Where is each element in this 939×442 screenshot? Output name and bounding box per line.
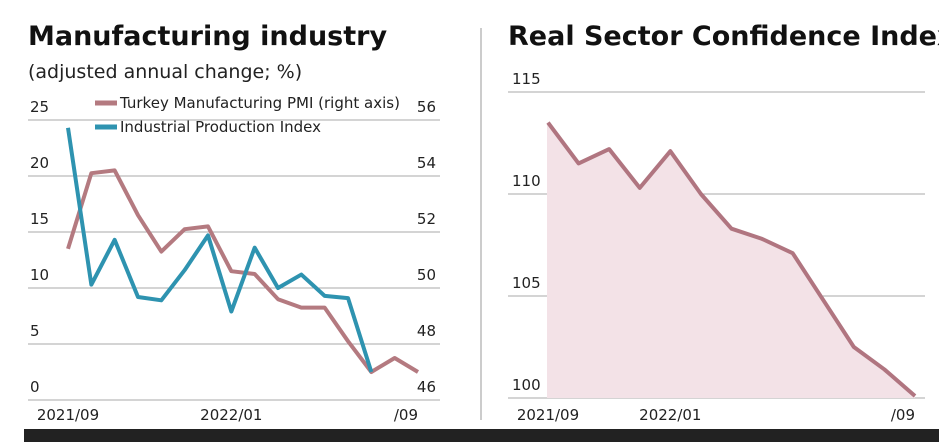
line — [66, 127, 374, 373]
y-tick-label: 15 — [30, 210, 49, 228]
y-tick-label: 110 — [512, 172, 541, 190]
y-tick-label: 5 — [30, 322, 40, 340]
legend-label: Industrial Production Index — [120, 118, 321, 136]
legend-label: Turkey Manufacturing PMI (right axis) — [119, 94, 400, 112]
y2-tick-label: 52 — [417, 210, 436, 228]
line — [546, 121, 917, 398]
y-tick-label: 20 — [30, 154, 49, 172]
y2-tick-label: 56 — [417, 98, 436, 116]
chart-title: Real Sector Confidence Index — [508, 21, 939, 52]
line — [66, 168, 420, 374]
chart-title: Manufacturing industry — [28, 21, 387, 52]
y-tick-label: 100 — [512, 376, 541, 394]
y-tick-label: 0 — [30, 378, 40, 396]
chart-subtitle: (adjusted annual change; %) — [28, 61, 302, 83]
y2-tick-label: 50 — [417, 266, 436, 284]
y2-tick-label: 54 — [417, 154, 436, 172]
y-tick-label: 105 — [512, 274, 541, 292]
bottom-bar — [24, 429, 939, 442]
x-tick-label: 2022/01 — [200, 406, 262, 424]
y2-tick-label: 48 — [417, 322, 436, 340]
area — [548, 122, 915, 398]
x-tick-label: /09 — [394, 406, 418, 424]
y-tick-label: 25 — [30, 98, 49, 116]
y-tick-label: 115 — [512, 70, 541, 88]
x-tick-label: 2021/09 — [517, 406, 579, 424]
y-tick-label: 10 — [30, 266, 49, 284]
x-tick-label: 2022/01 — [639, 406, 701, 424]
y2-tick-label: 46 — [417, 378, 436, 396]
x-tick-label: 2021/09 — [37, 406, 99, 424]
x-tick-label: /09 — [891, 406, 915, 424]
